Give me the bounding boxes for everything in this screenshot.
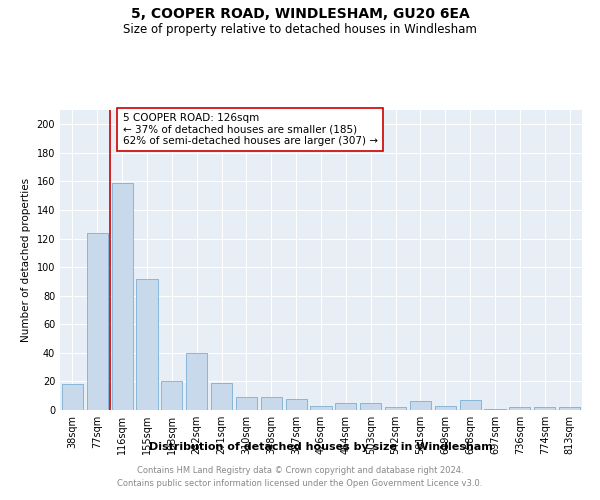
Text: 5 COOPER ROAD: 126sqm
← 37% of detached houses are smaller (185)
62% of semi-det: 5 COOPER ROAD: 126sqm ← 37% of detached …	[122, 113, 377, 146]
Bar	[186, 353, 207, 410]
Bar	[385, 407, 406, 410]
Text: Distribution of detached houses by size in Windlesham: Distribution of detached houses by size …	[149, 442, 493, 452]
Bar	[286, 398, 307, 410]
Bar	[310, 406, 332, 410]
Bar	[87, 233, 108, 410]
Bar	[410, 402, 431, 410]
Bar	[161, 382, 182, 410]
Bar	[236, 397, 257, 410]
Bar	[261, 397, 282, 410]
Text: Contains HM Land Registry data © Crown copyright and database right 2024.
Contai: Contains HM Land Registry data © Crown c…	[118, 466, 482, 487]
Bar	[62, 384, 83, 410]
Bar	[335, 403, 356, 410]
Bar	[136, 278, 158, 410]
Y-axis label: Number of detached properties: Number of detached properties	[21, 178, 31, 342]
Bar	[460, 400, 481, 410]
Bar	[435, 406, 456, 410]
Bar	[112, 183, 133, 410]
Text: Size of property relative to detached houses in Windlesham: Size of property relative to detached ho…	[123, 22, 477, 36]
Bar	[534, 407, 555, 410]
Bar	[211, 383, 232, 410]
Bar	[559, 407, 580, 410]
Bar	[484, 408, 506, 410]
Bar	[360, 403, 381, 410]
Text: 5, COOPER ROAD, WINDLESHAM, GU20 6EA: 5, COOPER ROAD, WINDLESHAM, GU20 6EA	[131, 8, 469, 22]
Bar	[509, 407, 530, 410]
